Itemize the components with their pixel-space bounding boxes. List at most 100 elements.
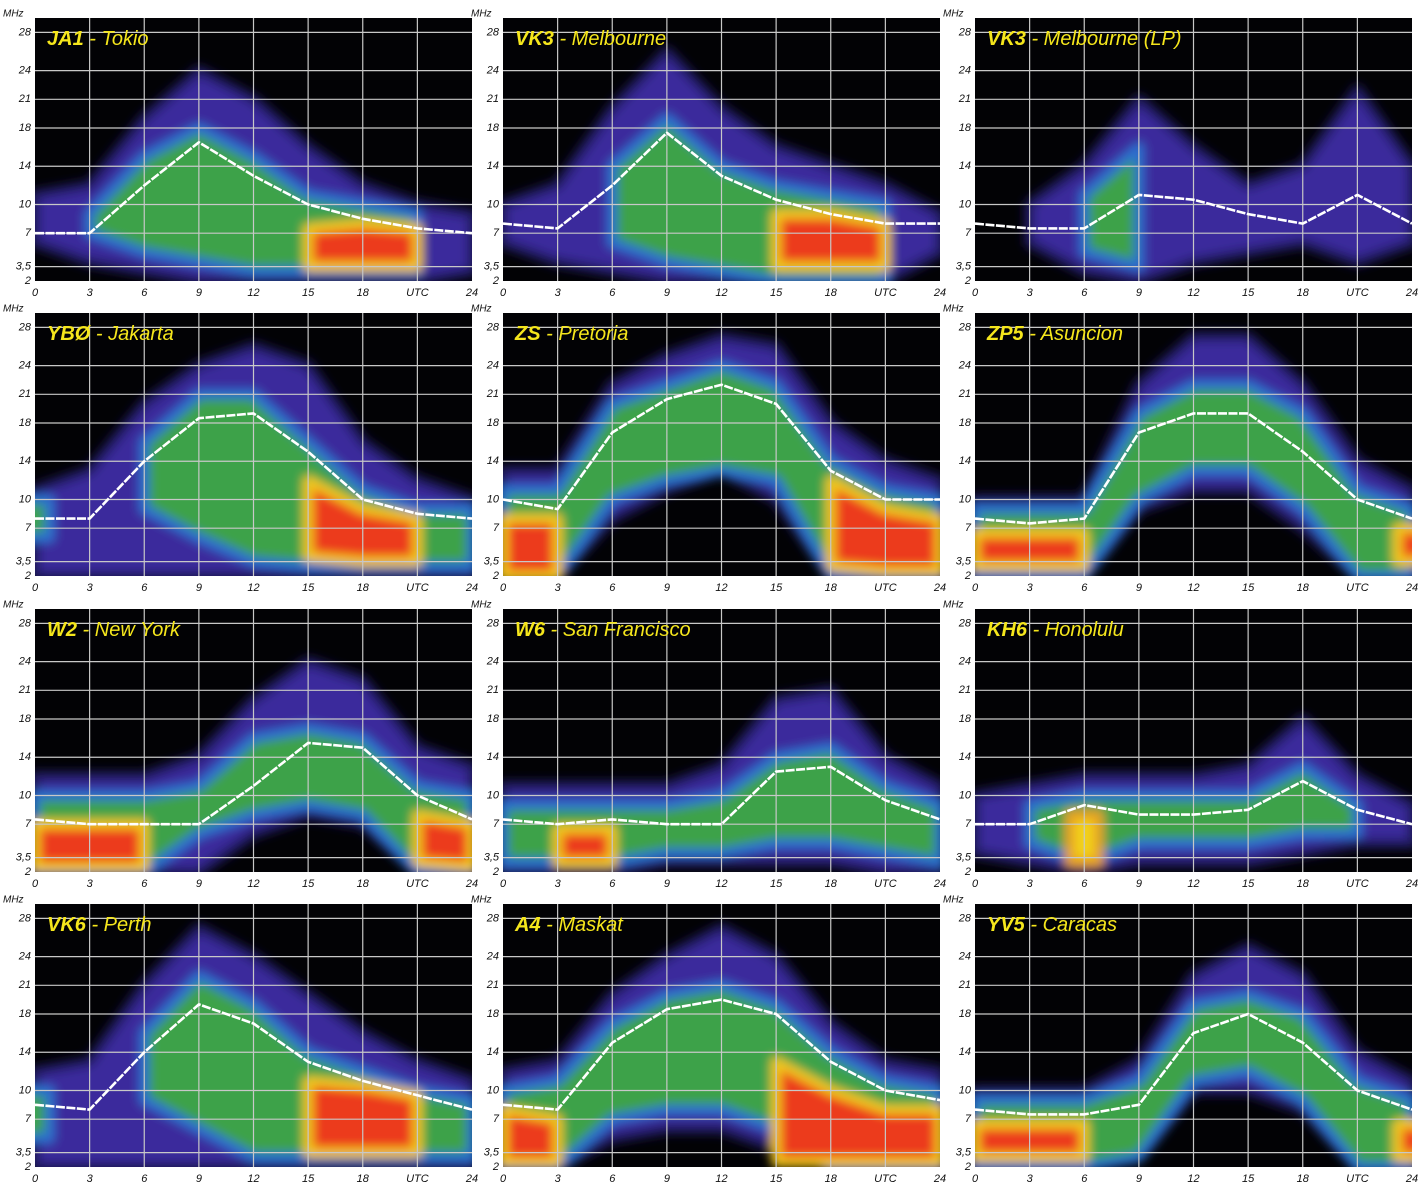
x-tick-label: 0 <box>972 287 979 299</box>
x-tick-label: 6 <box>1081 287 1088 299</box>
x-tick-label: 3 <box>555 1173 562 1185</box>
y-tick-label: 24 <box>958 656 971 668</box>
y-tick-label: 2 <box>492 275 499 287</box>
y-tick-label: 18 <box>19 1008 32 1020</box>
chart-title: VK6 - Perth <box>47 914 151 936</box>
x-tick-label: 6 <box>141 1173 148 1185</box>
y-tick-label: 14 <box>487 455 499 467</box>
chart-title: VK3 - Melbourne <box>515 28 666 50</box>
chart-title: YV5 - Caracas <box>987 914 1117 936</box>
x-tick-label: 0 <box>972 878 979 890</box>
x-tick-label: 18 <box>1297 287 1310 299</box>
y-tick-label: 14 <box>959 455 971 467</box>
x-tick-label: 24 <box>933 878 946 890</box>
x-tick-label: 0 <box>972 582 979 594</box>
y-tick-label: 18 <box>487 1008 500 1020</box>
x-tick-label: 0 <box>32 1173 39 1185</box>
x-tick-label: UTC <box>406 1173 429 1185</box>
x-tick-label: 18 <box>1297 582 1310 594</box>
y-tick-label: 21 <box>486 979 499 991</box>
y-tick-label: 2 <box>24 1161 31 1173</box>
panel: 2 3,5 7 10 14 18 21 24 28 0 3 6 9 12 15 18 UTC 24 MHz YV5 -… <box>943 895 1418 1185</box>
y-tick-label: 3,5 <box>956 852 972 864</box>
x-tick-label: 9 <box>1136 287 1142 299</box>
panel: 2 3,5 7 10 14 18 21 24 28 0 3 6 9 12 15 18 UTC 24 MHz VK6 -… <box>3 895 478 1185</box>
muf-line <box>34 1003 473 1111</box>
x-tick-label: 3 <box>87 1173 94 1185</box>
x-tick-label: 9 <box>196 287 202 299</box>
muf-line <box>975 779 1413 826</box>
y-tick-label: 21 <box>958 93 971 105</box>
y-tick-label: 28 <box>958 321 972 333</box>
y-tick-label: 18 <box>19 713 32 725</box>
y-tick-label: 14 <box>19 455 31 467</box>
y-tick-label: 28 <box>486 912 500 924</box>
x-tick-label: 24 <box>1405 1173 1418 1185</box>
x-tick-label: 15 <box>302 287 315 299</box>
y-tick-label: 2 <box>24 275 31 287</box>
y-tick-label: 7 <box>493 227 500 239</box>
y-tick-label: 7 <box>25 818 32 830</box>
y-tick-label: 21 <box>958 979 971 991</box>
signal-band <box>1392 523 1412 567</box>
y-tick-label: 21 <box>486 93 499 105</box>
x-tick-label: 6 <box>141 582 148 594</box>
y-axis-unit: MHz <box>943 600 964 611</box>
y-tick-label: 18 <box>487 417 500 429</box>
y-tick-label: 21 <box>958 684 971 696</box>
x-tick-label: 9 <box>664 582 670 594</box>
y-tick-label: 3,5 <box>16 852 32 864</box>
x-tick-label: 9 <box>196 1173 202 1185</box>
signal-band <box>503 1104 563 1167</box>
panel: 2 3,5 7 10 14 18 21 24 28 0 3 6 9 12 15 18 UTC 24 MHz YBØ -… <box>3 304 478 594</box>
panel: 2 3,5 7 10 14 18 21 24 28 0 3 6 9 12 15 18 UTC 24 MHz A4 - … <box>471 895 946 1185</box>
x-tick-label: 18 <box>1297 1173 1310 1185</box>
y-tick-label: 2 <box>492 570 499 582</box>
signal-band <box>503 513 563 576</box>
y-tick-label: 24 <box>958 951 971 963</box>
x-tick-label: 6 <box>1081 582 1088 594</box>
x-tick-label: 6 <box>609 878 616 890</box>
y-tick-label: 18 <box>487 713 500 725</box>
x-tick-label: UTC <box>406 287 429 299</box>
x-tick-label: 9 <box>1136 582 1142 594</box>
muf-line <box>502 131 940 230</box>
x-tick-label: 15 <box>1242 582 1255 594</box>
x-tick-label: 0 <box>972 1173 979 1185</box>
muf-line <box>502 383 940 511</box>
x-tick-label: 12 <box>1187 582 1199 594</box>
x-tick-label: 3 <box>1027 878 1034 890</box>
x-tick-label: 6 <box>141 878 148 890</box>
y-tick-label: 18 <box>19 122 32 134</box>
y-tick-label: 2 <box>964 1161 971 1173</box>
y-tick-label: 10 <box>19 1084 32 1096</box>
y-tick-label: 7 <box>25 1113 32 1125</box>
x-tick-label: 15 <box>302 1173 315 1185</box>
y-tick-label: 10 <box>959 198 972 210</box>
y-tick-label: 2 <box>964 570 971 582</box>
y-tick-label: 24 <box>486 656 499 668</box>
y-tick-label: 7 <box>493 1113 500 1125</box>
y-axis-unit: MHz <box>3 9 24 20</box>
x-tick-label: 18 <box>357 1173 370 1185</box>
x-tick-label: 0 <box>500 1173 507 1185</box>
y-tick-label: 24 <box>18 65 31 77</box>
x-tick-label: 9 <box>664 878 670 890</box>
y-axis-unit: MHz <box>943 304 964 315</box>
x-tick-label: 0 <box>500 878 507 890</box>
y-tick-label: 28 <box>18 26 32 38</box>
y-tick-label: 24 <box>958 360 971 372</box>
x-tick-label: 12 <box>715 582 727 594</box>
y-tick-label: 21 <box>18 388 31 400</box>
y-tick-label: 14 <box>19 160 31 172</box>
y-axis-unit: MHz <box>3 304 24 315</box>
x-tick-label: 0 <box>500 582 507 594</box>
y-tick-label: 2 <box>24 570 31 582</box>
y-tick-label: 28 <box>486 321 500 333</box>
x-tick-label: 15 <box>1242 287 1255 299</box>
x-tick-label: 3 <box>555 878 562 890</box>
y-tick-label: 3,5 <box>956 261 972 273</box>
y-tick-label: 28 <box>18 617 32 629</box>
y-axis-unit: MHz <box>471 304 492 315</box>
